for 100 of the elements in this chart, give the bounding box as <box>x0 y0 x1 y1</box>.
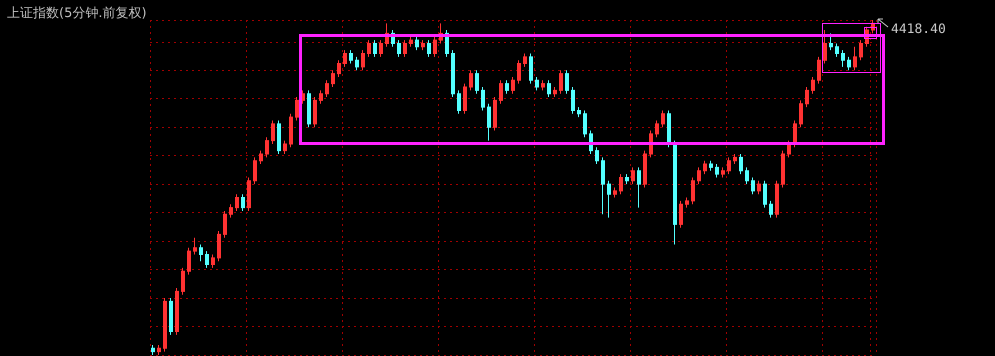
candlestick <box>223 210 227 238</box>
candlestick <box>523 53 527 68</box>
candlestick <box>307 90 311 128</box>
candlestick <box>697 166 701 185</box>
candlestick <box>505 80 509 94</box>
candlestick <box>703 160 707 175</box>
candlestick <box>715 164 719 178</box>
candlestick <box>823 30 827 64</box>
candlestick <box>577 106 581 118</box>
candlestick <box>181 267 185 296</box>
candlestick <box>643 150 647 188</box>
candlestick <box>259 150 263 165</box>
candlestick <box>205 250 209 268</box>
candlestick <box>661 110 665 128</box>
candlestick <box>319 90 323 104</box>
candlestick <box>247 176 251 212</box>
candlestick <box>241 194 245 212</box>
candlestick <box>793 120 797 148</box>
candlestick <box>799 100 803 128</box>
candlestick <box>265 136 269 158</box>
candlestick <box>343 50 347 68</box>
candlestick <box>565 70 569 94</box>
candlestick <box>415 36 419 51</box>
candlestick <box>463 83 467 114</box>
candlestick <box>841 50 845 68</box>
candlestick <box>787 140 791 158</box>
candlestick <box>559 70 563 94</box>
candlestick <box>187 247 191 276</box>
candlestick <box>529 53 533 84</box>
candlestick <box>673 140 677 245</box>
candlestick <box>283 140 287 154</box>
candlestick <box>691 176 695 205</box>
candlestick <box>421 40 425 51</box>
chart-title: 上证指数(5分钟.前复权) <box>7 6 147 21</box>
candlestick <box>835 42 839 58</box>
candlestick <box>409 36 413 48</box>
candlestick <box>811 76 815 94</box>
candlestick <box>157 344 161 356</box>
candlestick <box>235 194 239 212</box>
candlestick <box>667 110 671 148</box>
candlestick <box>217 230 221 262</box>
candlestick <box>757 180 761 195</box>
candlestick <box>355 56 359 71</box>
candlestick <box>781 150 785 188</box>
candlestick <box>361 50 365 71</box>
candlestick <box>349 50 353 64</box>
candlestick <box>433 36 437 58</box>
candlestick <box>583 110 587 138</box>
candlestick <box>499 80 503 104</box>
candlestick <box>493 96 497 132</box>
candlestick <box>451 50 455 98</box>
candlestick <box>721 166 725 178</box>
candlestick <box>229 204 233 218</box>
candlestick <box>211 254 215 268</box>
candlestick <box>175 288 179 336</box>
candlestick <box>313 96 317 128</box>
candlestick <box>295 96 299 121</box>
candlestick <box>427 40 431 58</box>
candlestick <box>325 80 329 98</box>
candlestick <box>655 120 659 138</box>
candlestick <box>277 120 281 154</box>
candlestick <box>397 40 401 58</box>
candlestick <box>601 156 605 215</box>
candlestick <box>751 176 755 195</box>
candlestick <box>817 56 821 84</box>
candlestick <box>373 40 377 58</box>
candlestick <box>337 60 341 78</box>
candlestick <box>805 86 809 108</box>
candlestick <box>607 180 611 218</box>
candlestick <box>379 40 383 58</box>
candlestick <box>541 80 545 91</box>
candlestick <box>595 146 599 165</box>
candlestick <box>169 298 173 336</box>
candlestick <box>289 113 293 148</box>
candlestick <box>769 200 773 218</box>
candlestick <box>193 237 197 255</box>
candlestick <box>685 197 689 208</box>
candlestick <box>745 166 749 185</box>
candlestick <box>487 103 491 142</box>
candlestick <box>367 40 371 58</box>
candlestick <box>613 187 617 198</box>
candlestick <box>631 166 635 185</box>
candlestick <box>733 154 737 165</box>
candlestick <box>163 298 167 352</box>
candlestick <box>535 76 539 91</box>
candlestick <box>481 86 485 111</box>
candlestick <box>469 70 473 91</box>
candlestick <box>727 156 731 175</box>
candlestick <box>847 56 851 71</box>
candlestick <box>403 40 407 58</box>
candlestick <box>547 80 551 98</box>
candlestick <box>253 156 257 185</box>
candlestick <box>679 200 683 228</box>
candlestick <box>625 174 629 185</box>
candlestick <box>199 244 203 262</box>
candlestick <box>637 166 641 208</box>
candlestick <box>775 180 779 218</box>
text: 4418.40 <box>891 22 946 37</box>
candlestick <box>853 46 857 71</box>
candlestick <box>763 180 767 208</box>
